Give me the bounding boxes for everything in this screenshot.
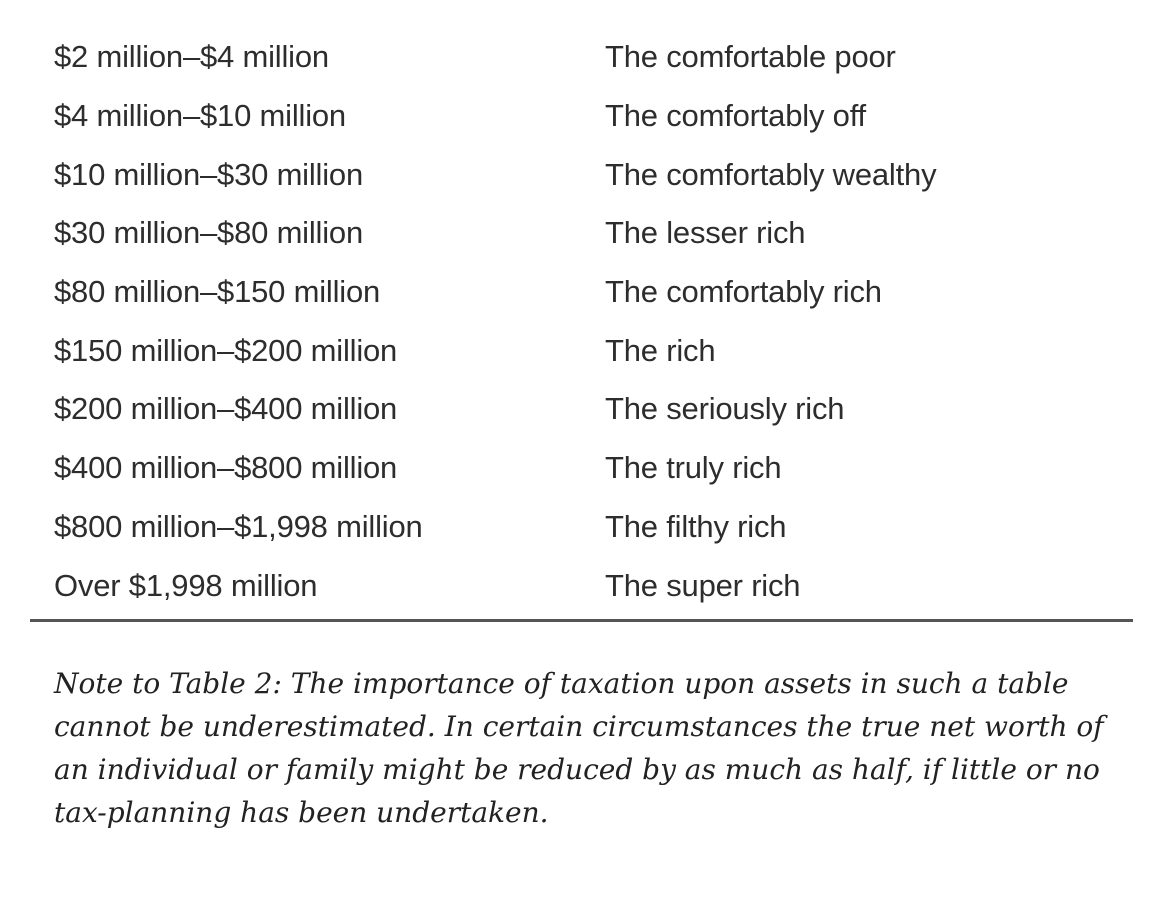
wealth-label-cell: The super rich [605, 567, 801, 603]
wealth-label-cell: The comfortably wealthy [605, 156, 937, 192]
table-row: $2 million–$4 million The comfortable po… [54, 28, 1114, 87]
wealth-range-cell: Over $1,998 million [54, 567, 318, 603]
wealth-range-cell: $800 million–$1,998 million [54, 508, 423, 544]
wealth-table: $2 million–$4 million The comfortable po… [54, 28, 1114, 615]
wealth-label-cell: The seriously rich [605, 391, 845, 427]
wealth-label-cell: The comfortable poor [605, 39, 896, 75]
wealth-label-cell: The truly rich [605, 450, 782, 486]
wealth-range-cell: $400 million–$800 million [54, 450, 398, 486]
table-row: $200 million–$400 million The seriously … [54, 380, 1114, 439]
wealth-range-cell: $30 million–$80 million [54, 215, 364, 251]
wealth-range-cell: $2 million–$4 million [54, 39, 329, 75]
wealth-label-cell: The lesser rich [605, 215, 806, 251]
table-row: $10 million–$30 million The comfortably … [54, 145, 1114, 204]
table-row: Over $1,998 million The super rich [54, 556, 1114, 615]
wealth-label-cell: The filthy rich [605, 508, 787, 544]
table-note: Note to Table 2: The importance of taxat… [54, 667, 1104, 829]
table-row: $4 million–$10 million The comfortably o… [54, 87, 1114, 146]
wealth-label-cell: The comfortably off [605, 98, 866, 134]
wealth-range-cell: $200 million–$400 million [54, 391, 398, 427]
wealth-range-cell: $150 million–$200 million [54, 332, 398, 368]
table-row: $80 million–$150 million The comfortably… [54, 263, 1114, 322]
table-row: $30 million–$80 million The lesser rich [54, 204, 1114, 263]
wealth-range-cell: $4 million–$10 million [54, 98, 346, 134]
wealth-range-cell: $80 million–$150 million [54, 274, 381, 310]
wealth-range-cell: $10 million–$30 million [54, 156, 364, 192]
table-bottom-rule [30, 619, 1133, 622]
table-row: $400 million–$800 million The truly rich [54, 439, 1114, 498]
table-row: $150 million–$200 million The rich [54, 321, 1114, 380]
table-row: $800 million–$1,998 million The filthy r… [54, 498, 1114, 557]
wealth-label-cell: The rich [605, 332, 716, 368]
wealth-label-cell: The comfortably rich [605, 274, 882, 310]
